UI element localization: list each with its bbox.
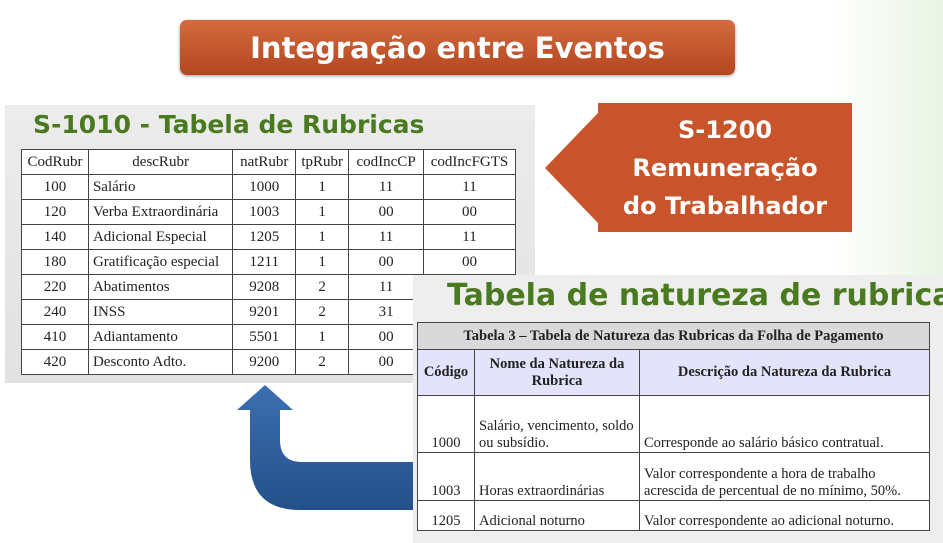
table-cell: 00	[348, 349, 425, 375]
natureza-panel: Tabela de natureza de rubricas Tabela 3 …	[413, 275, 943, 543]
table-cell: 2	[295, 299, 350, 325]
table-cell: 1003	[417, 452, 475, 501]
table-cell: Horas extraordinárias	[474, 452, 640, 501]
s1200-arrow	[545, 103, 852, 232]
table-cell: 1000	[417, 395, 475, 453]
table-cell: 1205	[232, 224, 297, 250]
column-header: Descrição da Natureza da Rubrica	[639, 349, 930, 396]
table-cell: Abatimentos	[87, 274, 234, 300]
table-cell: INSS	[87, 299, 234, 325]
s1200-line2: Remuneração	[632, 153, 818, 182]
table-caption: Tabela 3 – Tabela de Natureza das Rubric…	[417, 322, 930, 350]
table-cell: 2	[295, 274, 350, 300]
table-cell: Valor correspondente ao adicional noturn…	[639, 500, 930, 531]
table-cell: 420	[21, 349, 89, 375]
column-header: natRubr	[232, 149, 297, 175]
table-header-row: Código Nome da Natureza da Rubrica Descr…	[417, 349, 930, 396]
table-row: 140 Adicional Especial 1205 1 11 11	[21, 224, 516, 250]
column-header: codIncCP	[348, 149, 425, 175]
table-cell: 1205	[417, 500, 475, 531]
s1200-code: S-1200	[677, 115, 773, 144]
s1200-label: S-1200 Remuneração do Trabalhador	[598, 103, 852, 232]
table-cell: Adiantamento	[87, 324, 234, 350]
table-cell: 00	[348, 324, 425, 350]
table-cell: 1003	[232, 199, 297, 225]
table-cell: Desconto Adto.	[87, 349, 234, 375]
table-cell: 1	[295, 249, 350, 275]
column-header: Nome da Natureza da Rubrica	[474, 349, 640, 396]
table-row: 1000 Salário, vencimento, soldo ou subsíd…	[417, 395, 930, 453]
column-header: tpRubr	[295, 149, 350, 175]
table-header-row: CodRubr descRubr natRubr tpRubr codIncCP codI…	[21, 149, 516, 175]
column-header: Código	[417, 349, 475, 396]
table-cell: 00	[348, 199, 425, 225]
natureza-title: Tabela de natureza de rubricas	[447, 278, 943, 313]
table-cell: Salário, vencimento, soldo ou subsídio.	[474, 395, 640, 453]
s1010-title: S-1010 - Tabela de Rubricas	[33, 110, 425, 139]
table-cell: 100	[21, 174, 89, 200]
table-cell: Verba Extraordinária	[87, 199, 234, 225]
table-cell: 00	[348, 249, 425, 275]
title-banner: Integração entre Eventos	[180, 20, 735, 75]
table-row: 1205 Adicional noturno Valor correspondent…	[417, 500, 930, 531]
s1200-line3: do Trabalhador	[622, 191, 828, 220]
table-cell: Valor correspondente a hora de trabalho …	[639, 452, 930, 501]
table-cell: 1000	[232, 174, 297, 200]
table-cell: 1211	[232, 249, 297, 275]
table-cell: Salário	[87, 174, 234, 200]
table-cell: 9200	[232, 349, 297, 375]
table-row: 120 Verba Extraordinária 1003 1 00 00	[21, 199, 516, 225]
table-cell: Adicional noturno	[474, 500, 640, 531]
table-cell: 9201	[232, 299, 297, 325]
table-cell: 11	[423, 224, 516, 250]
table-cell: 11	[423, 174, 516, 200]
table-cell: 2	[295, 349, 350, 375]
table-cell: 180	[21, 249, 89, 275]
natureza-table: Tabela 3 – Tabela de Natureza das Rubric…	[417, 322, 930, 531]
table-cell: 1	[295, 174, 350, 200]
table-row: 180 Gratificação especial 1211 1 00 00	[21, 249, 516, 275]
slide-title: Integração entre Eventos	[250, 30, 665, 65]
table-caption-row: Tabela 3 – Tabela de Natureza das Rubric…	[417, 322, 930, 350]
column-header: CodRubr	[21, 149, 89, 175]
table-row: 1003 Horas extraordinárias Valor correspon…	[417, 452, 930, 501]
table-cell: Corresponde ao salário básico contratual…	[639, 395, 930, 453]
table-cell: Adicional Especial	[87, 224, 234, 250]
table-cell: Gratificação especial	[87, 249, 234, 275]
table-cell: 1	[295, 324, 350, 350]
